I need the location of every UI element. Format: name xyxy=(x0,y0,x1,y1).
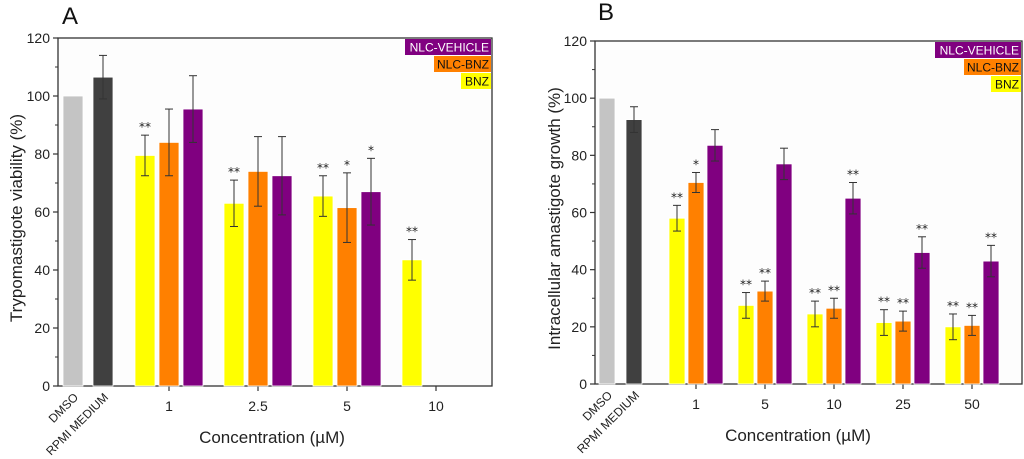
significance-marker: ** xyxy=(228,165,240,179)
y-axis-title: Intracellular amastigote growth (%) xyxy=(545,87,564,350)
significance-marker: ** xyxy=(317,161,329,175)
significance-marker: ** xyxy=(985,230,997,244)
bar-nlc-vehicle xyxy=(706,144,724,385)
significance-marker: * xyxy=(344,158,350,172)
significance-marker: ** xyxy=(828,283,840,297)
legend-label: NLC-BNZ xyxy=(437,58,489,72)
bar-nlc-vehicle xyxy=(182,108,204,387)
significance-marker: ** xyxy=(139,120,151,134)
x-tick-label: 50 xyxy=(964,396,980,412)
legend-label: BNZ xyxy=(995,78,1019,92)
y-tick-label: 100 xyxy=(564,90,588,106)
significance-marker: ** xyxy=(847,167,859,181)
panel-a: A 0 20 40 60 80 100 120 Trypomastigote viability… xyxy=(7,3,493,458)
bar-bnz xyxy=(223,202,245,387)
x-tick-label: 5 xyxy=(343,398,351,414)
x-tick-label: 10 xyxy=(428,398,444,414)
y-tick-label: 0 xyxy=(579,376,587,392)
panel-b: B 0 20 40 60 80 100 120 Intracellular amastigote… xyxy=(545,0,1023,456)
bar-bnz xyxy=(134,155,156,387)
significance-marker: * xyxy=(368,143,374,157)
bar-nlc-vehicle xyxy=(913,252,931,385)
significance-marker: ** xyxy=(671,190,683,204)
bar-nlc-vehicle xyxy=(775,163,793,385)
y-tick-label: 0 xyxy=(42,378,50,394)
y-tick-label: 60 xyxy=(34,204,50,220)
x-axis-title: Concentration (µM) xyxy=(199,428,345,447)
bar-nlc-vehicle xyxy=(844,197,862,385)
legend-label: NLC-BNZ xyxy=(967,61,1019,75)
x-tick-label: 2.5 xyxy=(248,398,268,414)
significance-marker: ** xyxy=(916,222,928,236)
y-tick-label: 120 xyxy=(564,33,588,49)
legend-label: NLC-VEHICLE xyxy=(410,41,489,55)
x-tick-label: 25 xyxy=(895,396,911,412)
legend-label: NLC-VEHICLE xyxy=(940,44,1019,58)
y-tick-label: 120 xyxy=(27,30,51,46)
legend-swatch xyxy=(964,59,1021,75)
significance-marker: * xyxy=(693,157,699,171)
x-tick-label: 10 xyxy=(826,396,842,412)
legend-swatch xyxy=(935,42,1021,58)
significance-marker: ** xyxy=(947,299,959,313)
legend-label: BNZ xyxy=(465,75,489,89)
y-tick-label: 20 xyxy=(34,320,50,336)
significance-marker: ** xyxy=(740,278,752,292)
bar-nlc-bnz xyxy=(825,307,843,385)
panel-letter: B xyxy=(598,0,614,26)
significance-marker: ** xyxy=(809,286,821,300)
y-tick-label: 100 xyxy=(27,88,51,104)
x-tick-label: 1 xyxy=(692,396,700,412)
y-tick-label: 40 xyxy=(34,262,50,278)
x-axis-title: Concentration (µM) xyxy=(725,426,871,445)
significance-marker: ** xyxy=(406,225,418,239)
bar-control-dmso xyxy=(62,95,84,387)
legend-swatch xyxy=(434,56,491,72)
bar-nlc-bnz xyxy=(687,182,705,385)
x-tick-label: 5 xyxy=(761,396,769,412)
significance-marker: ** xyxy=(897,296,909,310)
bar-nlc-vehicle xyxy=(982,260,1000,385)
bar-control-dmso xyxy=(598,97,616,385)
panel-letter: A xyxy=(62,3,78,30)
y-axis-title: Trypomastigote viability (%) xyxy=(7,114,26,322)
y-tick-label: 20 xyxy=(571,319,587,335)
significance-marker: ** xyxy=(878,295,890,309)
y-tick-label: 60 xyxy=(571,205,587,221)
significance-marker: ** xyxy=(759,266,771,280)
x-tick-label: 1 xyxy=(165,398,173,414)
legend-swatch xyxy=(405,39,491,55)
bar-nlc-bnz xyxy=(158,141,180,387)
bar-bnz xyxy=(668,217,686,385)
significance-marker: ** xyxy=(966,300,978,314)
legend-swatch xyxy=(461,73,491,89)
y-tick-label: 80 xyxy=(34,146,50,162)
bar-control-rpmi-medium xyxy=(92,76,114,387)
legend-swatch xyxy=(991,76,1021,92)
bar-control-rpmi-medium xyxy=(625,119,643,385)
y-tick-label: 80 xyxy=(571,147,587,163)
bar-bnz xyxy=(312,195,334,387)
y-tick-label: 40 xyxy=(571,262,587,278)
bar-nlc-bnz xyxy=(756,290,774,385)
